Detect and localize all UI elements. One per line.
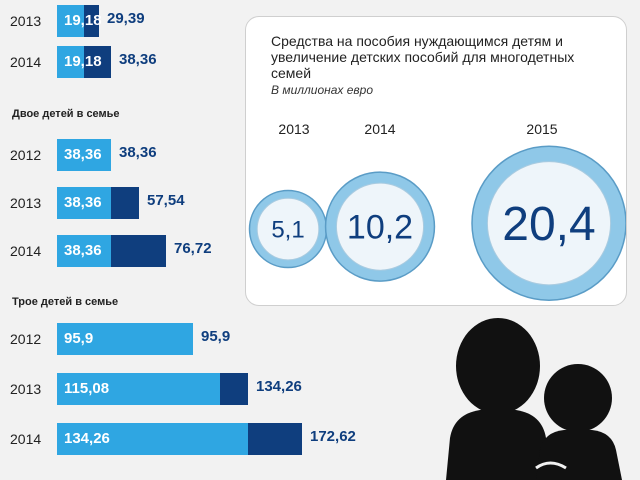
info-unit: В миллионах евро [271,83,374,97]
total-value-label: 95,9 [201,328,231,345]
group-title: Трое детей в семье [12,296,119,308]
base-value-label: 19,18 [64,12,102,29]
mother-and-child-icon [446,318,622,480]
year-label: 2013 [10,381,42,397]
total-value-label: 76,72 [174,240,212,257]
bar-base [57,46,84,78]
bar-row: 2013 38,36 57,54 [0,186,250,220]
coin-year-label: 2013 [278,121,310,137]
bar-row: 2013 19,18 29,39 [0,4,250,38]
coin-value-label: 20,4 [502,198,595,251]
base-value-label: 38,36 [64,146,102,163]
bar-base [57,373,220,405]
total-value-label: 38,36 [119,144,157,161]
base-value-label: 38,36 [64,242,102,259]
year-label: 2014 [10,431,42,447]
bar-row: 2012 38,36 38,36 [0,138,250,172]
bar-base [57,323,193,355]
year-label: 2013 [10,13,42,29]
base-value-label: 38,36 [64,194,102,211]
benefits-bar-chart: 2013 19,18 29,39 2014 19,18 38,36 Двое детей в… [0,0,356,480]
group-title: Двое детей в семье [12,108,120,120]
total-value-label: 57,54 [147,192,185,209]
year-label: 2014 [10,54,42,70]
total-value-label: 29,39 [107,10,145,27]
coin-inner [256,197,320,261]
bar-base [57,5,84,37]
bar-base [57,235,111,267]
base-value-label: 95,9 [64,330,94,347]
total-value-label: 134,26 [256,378,302,395]
coins-chart: 5,1 10,2 20,4 [248,145,626,301]
base-value-label: 134,26 [64,430,110,447]
year-label: 2013 [10,195,42,211]
info-title: Средства на пособия нуждающимся детям и … [271,33,575,81]
bar-row: 2012 95,9 95,9 [0,322,250,356]
base-value-label: 19,18 [64,53,102,70]
year-label: 2012 [10,147,42,163]
bar-row: 2013 115,08 134,26 [0,372,302,406]
coin-year-label: 2015 [526,121,558,137]
coin-inner [335,182,425,271]
base-value-label: 115,08 [64,380,110,397]
year-label: 2014 [10,243,42,259]
coin-value-label: 10,2 [347,209,413,247]
bar-base [57,423,248,455]
total-value-label: 172,62 [310,428,356,445]
coins-info-box: Средства на пособия нуждающимся детям и … [245,16,627,306]
bar-base [57,187,111,219]
bar-row: 2014 134,26 172,62 [0,422,356,456]
coin-inner [486,161,612,286]
coin-year-label: 2014 [364,121,396,137]
total-value-label: 38,36 [119,51,157,68]
bar-row: 2014 19,18 38,36 [0,45,250,79]
year-label: 2012 [10,331,42,347]
bar-base [57,139,111,171]
bar-row: 2014 38,36 76,72 [0,234,250,268]
coin-value-label: 5,1 [271,216,304,243]
